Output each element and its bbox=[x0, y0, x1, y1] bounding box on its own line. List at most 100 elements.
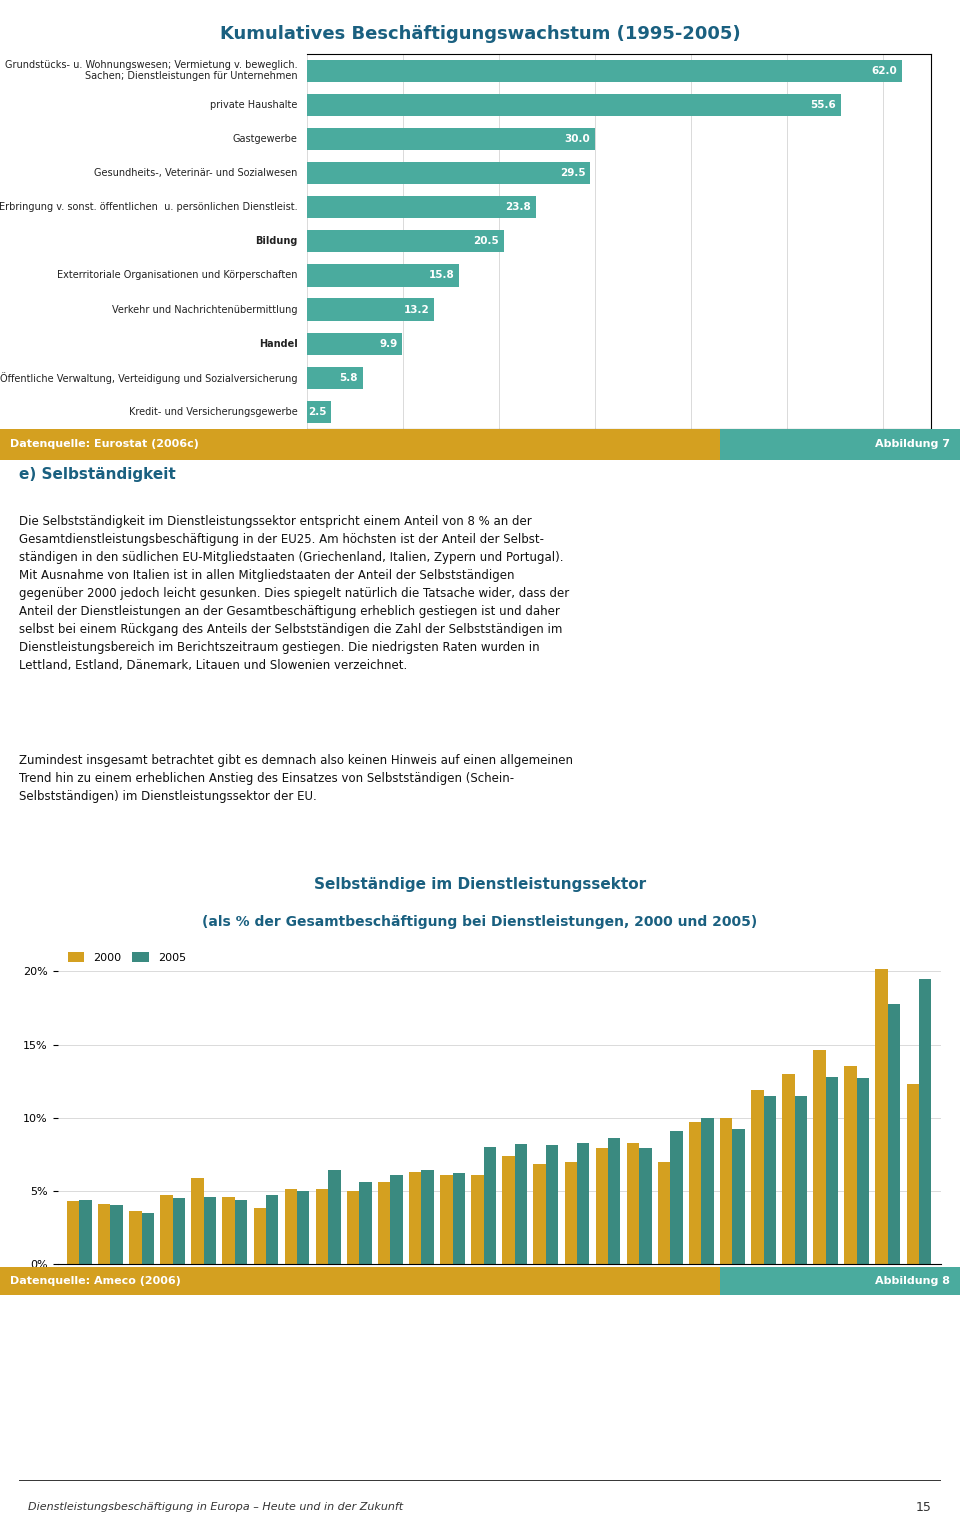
Bar bbox=[658, 1161, 670, 1264]
Bar bbox=[421, 1170, 434, 1264]
Text: 29.5: 29.5 bbox=[560, 169, 586, 178]
Text: Die Selbstständigkeit im Dienstleistungssektor entspricht einem Anteil von 8 % a: Die Selbstständigkeit im Dienstleistungs… bbox=[19, 515, 569, 673]
Bar bbox=[627, 1143, 639, 1264]
FancyBboxPatch shape bbox=[0, 429, 720, 460]
Bar bbox=[826, 1077, 838, 1264]
Bar bbox=[534, 1164, 546, 1264]
Bar bbox=[639, 1149, 652, 1264]
FancyBboxPatch shape bbox=[720, 1267, 960, 1295]
Bar bbox=[888, 1003, 900, 1264]
Bar bbox=[919, 979, 931, 1264]
Bar bbox=[328, 1170, 341, 1264]
Bar bbox=[173, 1198, 185, 1264]
Text: Abbildung 8: Abbildung 8 bbox=[876, 1276, 950, 1285]
Text: private Haushalte: private Haushalte bbox=[210, 100, 298, 110]
Bar bbox=[689, 1121, 702, 1264]
Text: Öffentliche Verwaltung, Verteidigung und Sozialversicherung: Öffentliche Verwaltung, Verteidigung und… bbox=[0, 372, 298, 383]
Bar bbox=[307, 332, 402, 355]
Text: 15: 15 bbox=[916, 1501, 931, 1514]
Text: Datenquelle: Ameco (2006): Datenquelle: Ameco (2006) bbox=[10, 1276, 180, 1285]
Bar bbox=[307, 230, 504, 253]
Text: 9.9: 9.9 bbox=[379, 339, 397, 349]
Bar bbox=[378, 1183, 391, 1264]
Text: Abbildung 7: Abbildung 7 bbox=[876, 440, 950, 449]
Bar bbox=[751, 1089, 763, 1264]
Bar bbox=[307, 265, 459, 286]
FancyBboxPatch shape bbox=[720, 429, 960, 460]
Legend: 2000, 2005: 2000, 2005 bbox=[63, 948, 190, 967]
Bar bbox=[307, 162, 590, 184]
Text: Dienstleistungsbeschäftigung in Europa – Heute und in der Zukunft: Dienstleistungsbeschäftigung in Europa –… bbox=[29, 1503, 403, 1512]
Bar bbox=[484, 1147, 496, 1264]
Bar bbox=[732, 1129, 745, 1264]
Bar bbox=[391, 1175, 403, 1264]
Bar bbox=[502, 1155, 515, 1264]
Bar bbox=[284, 1189, 297, 1264]
Bar bbox=[307, 366, 363, 389]
Text: (als % der Gesamtbeschäftigung bei Dienstleistungen, 2000 und 2005): (als % der Gesamtbeschäftigung bei Diens… bbox=[203, 915, 757, 930]
Text: Kredit- und Versicherungsgewerbe: Kredit- und Versicherungsgewerbe bbox=[129, 408, 298, 417]
Bar bbox=[813, 1051, 826, 1264]
Bar bbox=[223, 1196, 235, 1264]
Bar bbox=[204, 1196, 216, 1264]
Bar bbox=[160, 1195, 173, 1264]
Text: Datenquelle: Eurostat (2006c): Datenquelle: Eurostat (2006c) bbox=[10, 440, 199, 449]
Text: 30.0: 30.0 bbox=[564, 133, 590, 144]
Text: 13.2: 13.2 bbox=[403, 305, 429, 314]
Bar bbox=[98, 1204, 110, 1264]
Bar bbox=[191, 1178, 204, 1264]
Bar bbox=[307, 401, 331, 423]
Bar bbox=[440, 1175, 452, 1264]
Text: Bildung: Bildung bbox=[255, 236, 298, 247]
Text: Erbringung v. sonst. öffentlichen  u. persönlichen Dienstleist.: Erbringung v. sonst. öffentlichen u. per… bbox=[0, 202, 298, 211]
Bar bbox=[876, 968, 888, 1264]
Text: Gastgewerbe: Gastgewerbe bbox=[232, 133, 298, 144]
Bar bbox=[702, 1118, 714, 1264]
Bar bbox=[307, 60, 902, 81]
Bar bbox=[347, 1190, 359, 1264]
Text: 15.8: 15.8 bbox=[428, 271, 454, 280]
Text: Zumindest insgesamt betrachtet gibt es demnach also keinen Hinweis auf einen all: Zumindest insgesamt betrachtet gibt es d… bbox=[19, 754, 573, 803]
Bar bbox=[577, 1143, 589, 1264]
Text: Exterritoriale Organisationen und Körperschaften: Exterritoriale Organisationen und Körper… bbox=[57, 271, 298, 280]
Bar bbox=[110, 1206, 123, 1264]
Bar bbox=[670, 1131, 683, 1264]
Bar bbox=[564, 1161, 577, 1264]
Bar bbox=[795, 1095, 807, 1264]
Bar bbox=[316, 1189, 328, 1264]
FancyBboxPatch shape bbox=[0, 1267, 720, 1295]
Bar bbox=[471, 1175, 484, 1264]
Bar bbox=[595, 1149, 608, 1264]
Bar bbox=[80, 1200, 92, 1264]
Bar bbox=[67, 1201, 80, 1264]
Bar bbox=[253, 1209, 266, 1264]
Bar bbox=[266, 1195, 278, 1264]
Text: e) Selbständigkeit: e) Selbständigkeit bbox=[19, 467, 176, 483]
Bar bbox=[297, 1190, 309, 1264]
Text: 23.8: 23.8 bbox=[505, 202, 531, 211]
Text: Grundstücks- u. Wohnungswesen; Vermietung v. beweglich.
Sachen; Dienstleistungen: Grundstücks- u. Wohnungswesen; Vermietun… bbox=[5, 60, 298, 81]
Bar bbox=[763, 1095, 776, 1264]
Text: Kumulatives Beschäftigungswachstum (1995-2005): Kumulatives Beschäftigungswachstum (1995… bbox=[220, 26, 740, 43]
Text: 55.6: 55.6 bbox=[810, 100, 836, 110]
Bar bbox=[845, 1066, 857, 1264]
Bar bbox=[782, 1074, 795, 1264]
Bar bbox=[307, 127, 595, 150]
Bar bbox=[515, 1144, 527, 1264]
Bar bbox=[546, 1146, 559, 1264]
Bar bbox=[359, 1183, 372, 1264]
Text: Handel: Handel bbox=[259, 339, 298, 349]
Bar bbox=[307, 93, 841, 116]
Bar bbox=[720, 1118, 732, 1264]
Bar bbox=[608, 1138, 620, 1264]
Bar bbox=[857, 1079, 869, 1264]
Text: 62.0: 62.0 bbox=[872, 66, 898, 75]
Bar bbox=[307, 299, 434, 320]
Text: 20.5: 20.5 bbox=[473, 236, 499, 247]
Bar bbox=[235, 1200, 248, 1264]
Text: 5.8: 5.8 bbox=[340, 372, 358, 383]
Bar bbox=[906, 1085, 919, 1264]
Bar bbox=[141, 1213, 154, 1264]
Bar bbox=[409, 1172, 421, 1264]
Text: 2.5: 2.5 bbox=[308, 408, 326, 417]
